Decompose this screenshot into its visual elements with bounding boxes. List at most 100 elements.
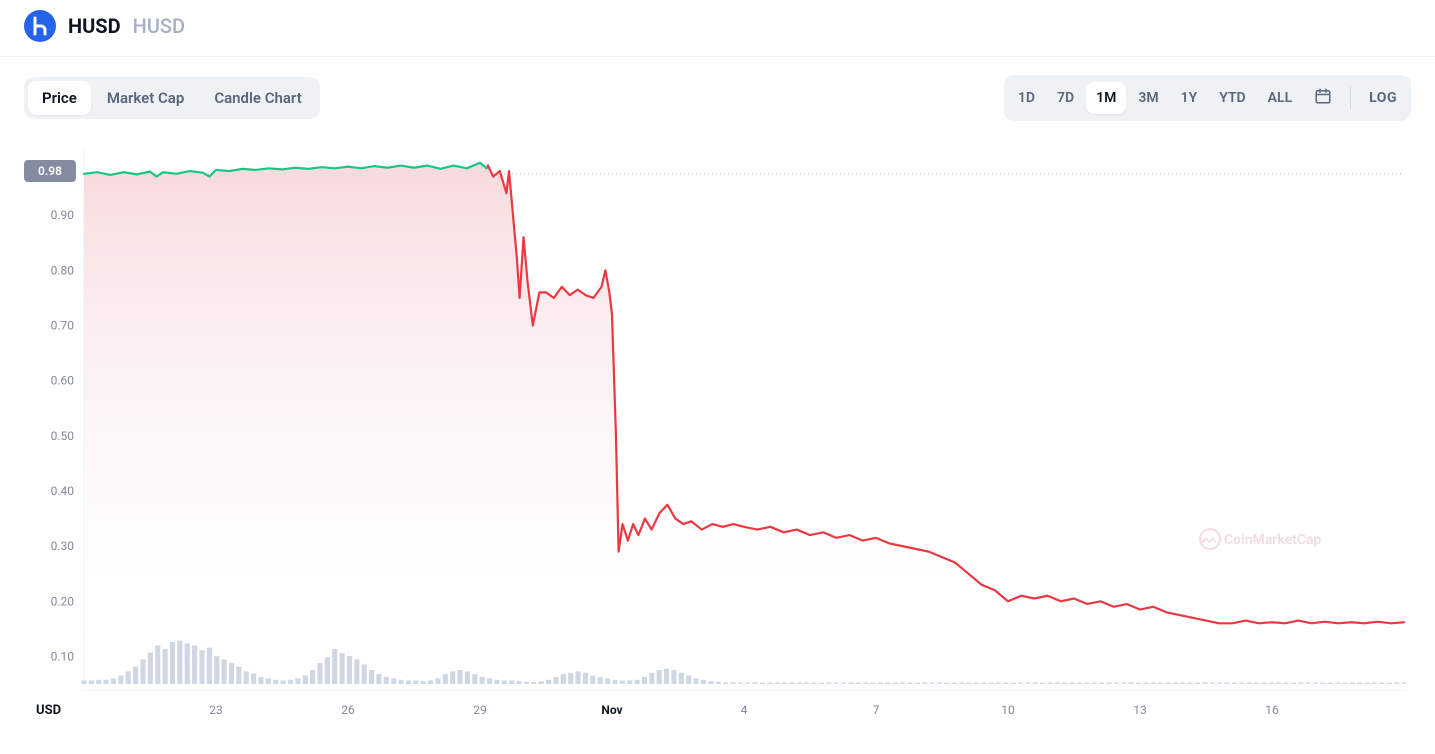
volume-bar <box>480 677 485 684</box>
volume-bar <box>376 674 381 684</box>
volume-bar <box>1298 683 1303 684</box>
volume-bar <box>1306 683 1311 684</box>
volume-bar <box>502 681 507 685</box>
volume-bar <box>258 677 263 684</box>
volume-bar <box>1165 683 1170 684</box>
volume-bar <box>1210 683 1215 684</box>
volume-bar <box>988 683 993 684</box>
volume-bar <box>907 683 912 684</box>
volume-bar <box>1047 683 1052 684</box>
volume-bar <box>1158 683 1163 684</box>
volume-bar <box>789 683 794 684</box>
volume-bar <box>1217 683 1222 684</box>
x-tick-label: 23 <box>209 703 223 717</box>
x-tick-label: 29 <box>473 703 487 717</box>
volume-bar <box>1033 683 1038 684</box>
volume-bar <box>937 683 942 684</box>
volume-bar <box>612 680 617 684</box>
volume-bar <box>1350 683 1355 684</box>
toolbar-separator <box>1350 87 1351 109</box>
volume-bar <box>1003 683 1008 684</box>
range-1m[interactable]: 1M <box>1086 82 1126 114</box>
volume-bar <box>649 673 654 684</box>
volume-bar <box>185 643 190 684</box>
scale-log-toggle[interactable]: LOG <box>1359 82 1407 114</box>
volume-bar <box>996 683 1001 684</box>
volume-bar <box>89 681 94 685</box>
price-chart[interactable]: 0.100.200.300.400.500.600.700.800.900.98… <box>24 139 1411 739</box>
volume-bar <box>288 680 293 684</box>
y-tick-label: 0.20 <box>51 594 75 608</box>
volume-bar <box>878 683 883 684</box>
chart-tab-candle-chart[interactable]: Candle Chart <box>200 81 315 115</box>
volume-bar <box>1070 683 1075 684</box>
volume-bar <box>472 674 477 684</box>
volume-bar <box>834 683 839 684</box>
volume-bar <box>944 683 949 684</box>
volume-bar <box>1394 683 1399 684</box>
volume-bar <box>686 676 691 684</box>
y-tick-label: 0.90 <box>51 208 75 222</box>
volume-bar <box>1099 683 1104 684</box>
volume-bar <box>443 674 448 684</box>
volume-bar <box>767 683 772 684</box>
volume-bar <box>981 683 986 684</box>
range-3m[interactable]: 3M <box>1128 82 1168 114</box>
volume-bar <box>1313 683 1318 684</box>
volume-bar <box>332 649 337 684</box>
axis-currency-label: USD <box>36 703 61 718</box>
volume-bar <box>465 671 470 684</box>
x-tick-label: 16 <box>1265 703 1279 717</box>
volume-bar <box>531 682 536 684</box>
volume-bar <box>340 653 345 684</box>
volume-bar <box>170 642 175 684</box>
volume-bar <box>1401 683 1406 684</box>
volume-bar <box>679 673 684 684</box>
volume-bar <box>1188 683 1193 684</box>
range-7d[interactable]: 7D <box>1047 82 1084 114</box>
volume-bar <box>1202 683 1207 684</box>
volume-bar <box>671 670 676 684</box>
volume-bar <box>657 670 662 684</box>
volume-bar <box>244 671 249 684</box>
coin-logo-glyph <box>30 16 50 36</box>
range-ytd[interactable]: YTD <box>1209 82 1255 114</box>
volume-bar <box>590 676 595 684</box>
volume-bar <box>148 653 153 685</box>
volume-bar <box>583 673 588 684</box>
volume-bar <box>273 680 278 684</box>
volume-bar <box>140 660 145 685</box>
volume-bar <box>81 681 86 685</box>
volume-bar <box>391 678 396 684</box>
chart-tab-market-cap[interactable]: Market Cap <box>93 81 199 115</box>
volume-bar <box>701 680 706 684</box>
y-tick-label: 0.70 <box>51 318 75 332</box>
volume-bar <box>819 683 824 684</box>
volume-bar <box>126 671 131 684</box>
volume-bar <box>1092 683 1097 684</box>
volume-bar <box>929 683 934 684</box>
volume-bar <box>1276 683 1281 684</box>
range-1d[interactable]: 1D <box>1008 82 1045 114</box>
x-tick-label: Nov <box>601 703 622 717</box>
volume-bar <box>96 680 101 684</box>
date-range-button[interactable] <box>1304 79 1342 117</box>
volume-bar <box>1247 683 1252 684</box>
volume-bar <box>207 648 212 684</box>
volume-bar <box>163 649 168 684</box>
range-1y[interactable]: 1Y <box>1171 82 1208 114</box>
volume-bar <box>664 669 669 684</box>
chart-tab-price[interactable]: Price <box>28 81 91 115</box>
volume-bar <box>325 657 330 684</box>
volume-bar <box>738 683 743 684</box>
volume-bar <box>450 671 455 684</box>
time-range-tabs: 1D7D1M3M1YYTDALL LOG <box>1004 75 1411 121</box>
volume-bar <box>524 682 529 684</box>
volume-bar <box>1365 683 1370 684</box>
y-tick-label: 0.10 <box>51 649 75 663</box>
volume-bar <box>177 641 182 684</box>
volume-bar <box>848 683 853 684</box>
volume-bar <box>856 683 861 684</box>
volume-bar <box>553 677 558 684</box>
range-all[interactable]: ALL <box>1258 82 1302 114</box>
